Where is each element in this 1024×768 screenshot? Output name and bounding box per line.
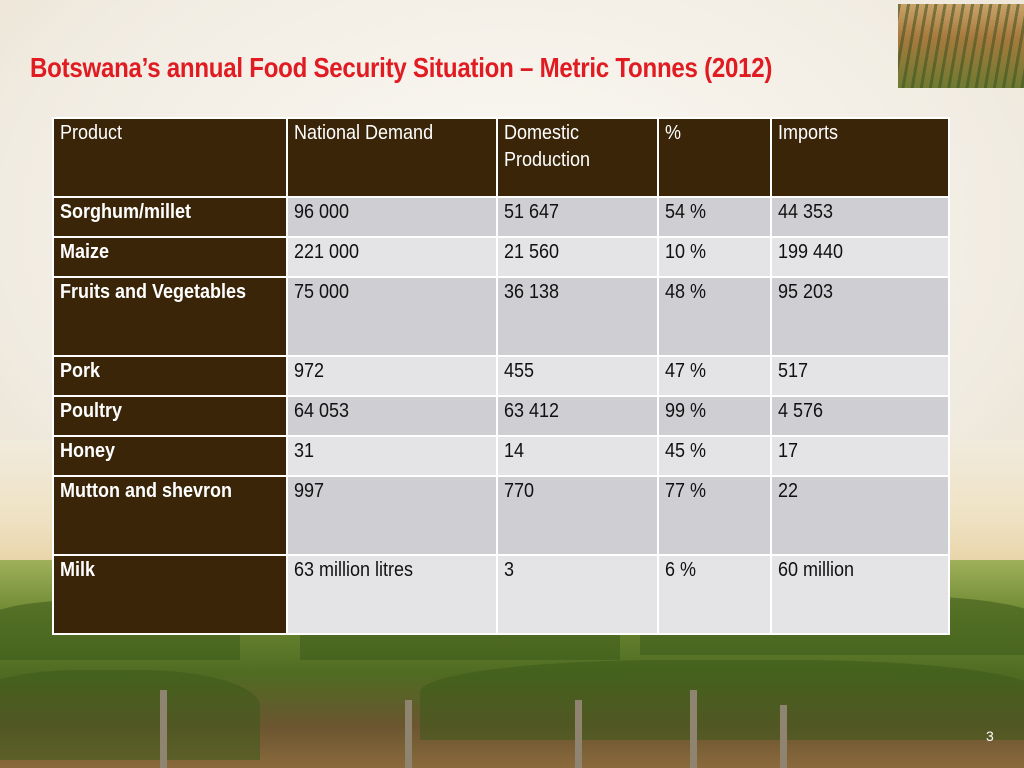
imports-cell: 199 440	[770, 236, 950, 278]
national-demand-cell: 63 million litres	[286, 554, 498, 635]
imports-cell: 60 million	[770, 554, 950, 635]
imports-cell: 22	[770, 475, 950, 556]
national-demand-cell: 96 000	[286, 196, 498, 238]
table-row: Maize 221 000 21 560 10 % 199 440	[52, 236, 950, 278]
domestic-production-cell: 21 560	[496, 236, 659, 278]
imports-cell: 95 203	[770, 276, 950, 357]
table-row: Milk 63 million litres 3 6 % 60 million	[52, 554, 950, 635]
table-row: Sorghum/millet 96 000 51 647 54 % 44 353	[52, 196, 950, 238]
header-product: Product	[52, 117, 288, 198]
table-row: Mutton and shevron 997 770 77 % 22	[52, 475, 950, 556]
domestic-production-cell: 770	[496, 475, 659, 556]
field-photo	[898, 4, 1024, 88]
percent-cell: 99 %	[657, 395, 772, 437]
table-header-row: Product National Demand Domestic Producti…	[52, 117, 950, 198]
domestic-production-cell: 3	[496, 554, 659, 635]
national-demand-cell: 997	[286, 475, 498, 556]
header-national-demand: National Demand	[286, 117, 498, 198]
imports-cell: 44 353	[770, 196, 950, 238]
product-cell: Pork	[52, 355, 288, 397]
domestic-production-cell: 51 647	[496, 196, 659, 238]
percent-cell: 6 %	[657, 554, 772, 635]
national-demand-cell: 972	[286, 355, 498, 397]
product-cell: Milk	[52, 554, 288, 635]
product-cell: Honey	[52, 435, 288, 477]
slide-title: Botswana’s annual Food Security Situatio…	[30, 52, 773, 83]
product-cell: Poultry	[52, 395, 288, 437]
product-cell: Maize	[52, 236, 288, 278]
imports-cell: 517	[770, 355, 950, 397]
table-row: Pork 972 455 47 % 517	[52, 355, 950, 397]
national-demand-cell: 64 053	[286, 395, 498, 437]
header-domestic-production: Domestic Production	[496, 117, 659, 198]
domestic-production-cell: 14	[496, 435, 659, 477]
imports-cell: 17	[770, 435, 950, 477]
domestic-production-cell: 63 412	[496, 395, 659, 437]
percent-cell: 47 %	[657, 355, 772, 397]
percent-cell: 10 %	[657, 236, 772, 278]
product-cell: Fruits and Vegetables	[52, 276, 288, 357]
percent-cell: 54 %	[657, 196, 772, 238]
domestic-production-cell: 36 138	[496, 276, 659, 357]
domestic-production-cell: 455	[496, 355, 659, 397]
page-number: 3	[986, 728, 994, 744]
percent-cell: 48 %	[657, 276, 772, 357]
percent-cell: 45 %	[657, 435, 772, 477]
table-row: Poultry 64 053 63 412 99 % 4 576	[52, 395, 950, 437]
imports-cell: 4 576	[770, 395, 950, 437]
product-cell: Mutton and shevron	[52, 475, 288, 556]
table-row: Honey 31 14 45 % 17	[52, 435, 950, 477]
food-security-table: Product National Demand Domestic Producti…	[52, 117, 950, 635]
table-row: Fruits and Vegetables 75 000 36 138 48 %…	[52, 276, 950, 357]
percent-cell: 77 %	[657, 475, 772, 556]
header-imports: Imports	[770, 117, 950, 198]
header-percent: %	[657, 117, 772, 198]
national-demand-cell: 31	[286, 435, 498, 477]
product-cell: Sorghum/millet	[52, 196, 288, 238]
national-demand-cell: 221 000	[286, 236, 498, 278]
national-demand-cell: 75 000	[286, 276, 498, 357]
